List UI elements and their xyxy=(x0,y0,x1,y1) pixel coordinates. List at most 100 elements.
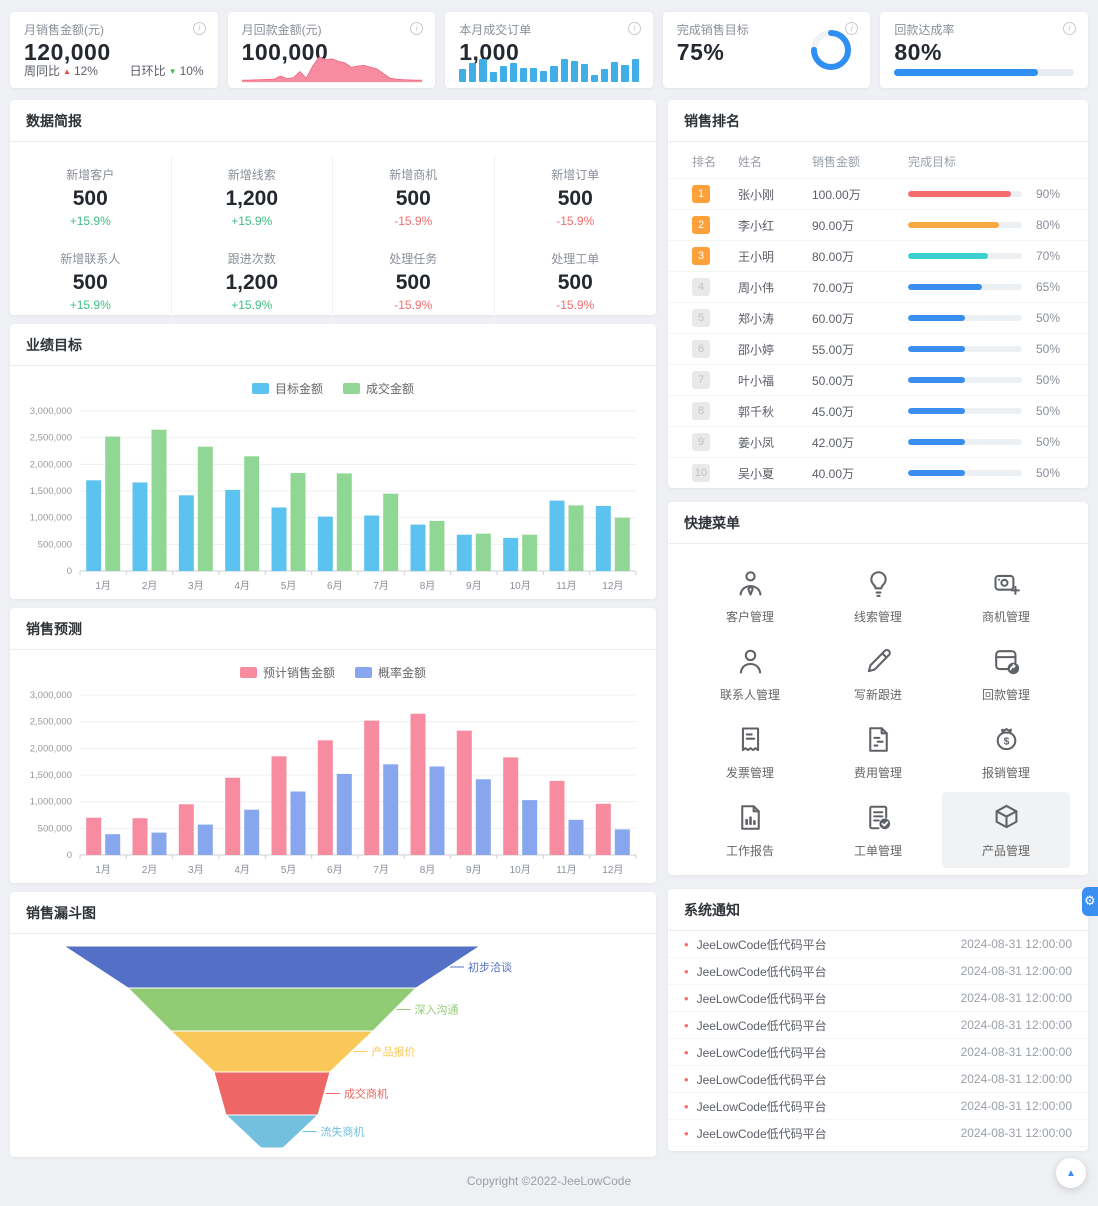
name-cell: 王小明 xyxy=(738,249,775,264)
stat-card-monthly-payment: 月回款金额(元) i 100,000 xyxy=(227,12,436,88)
list-item[interactable]: • JeeLowCode低代码平台 2024-08-31 12:00:00 xyxy=(668,1066,1088,1093)
info-icon[interactable]: i xyxy=(627,22,641,35)
stat-card-monthly-orders: 本月成交订单 i 1,000 xyxy=(445,12,653,88)
rank-badge: 1 xyxy=(692,185,710,203)
bar xyxy=(614,517,630,571)
legend-item[interactable]: 成交金额 xyxy=(343,380,414,397)
left-column: 数据简报 新增客户 500 +15.9% 新增线索 1,200 +15.9% 新增商机 500… xyxy=(10,100,656,1157)
name-cell: 邵小婷 xyxy=(738,342,775,357)
quick-menu-item-联系人管理[interactable]: 联系人管理 xyxy=(686,636,814,712)
dot-icon: • xyxy=(684,1098,689,1114)
brief-stat-新增客户: 新增客户 500 +15.9% xyxy=(10,156,172,240)
notice-time: 2024-08-31 12:00:00 xyxy=(960,1099,1072,1113)
info-icon[interactable]: i xyxy=(845,22,859,35)
x-tick-label: 5月 xyxy=(281,864,297,876)
legend-item[interactable]: 预计销售金额 xyxy=(239,664,335,681)
performance-legend: 目标金额 成交金额 xyxy=(10,380,656,397)
quick-menu-item-客户管理[interactable]: 客户管理 xyxy=(686,558,814,634)
percent-label: 50% xyxy=(1035,373,1060,387)
notice-time: 2024-08-31 12:00:00 xyxy=(960,1126,1072,1140)
bar xyxy=(317,516,333,571)
brief-label: 新增订单 xyxy=(551,168,600,182)
brief-label: 新增联系人 xyxy=(60,252,121,266)
mini-bar xyxy=(550,66,558,82)
theme-settings-button[interactable]: ⚙ xyxy=(1082,887,1098,916)
progress-track xyxy=(908,191,1022,197)
brief-value: 500 xyxy=(72,271,108,294)
stat-value: 100,000 xyxy=(241,39,329,65)
target-progress: 50% xyxy=(908,435,1060,449)
x-tick-label: 12月 xyxy=(602,580,623,592)
progress-fill xyxy=(908,377,965,383)
back-to-top-button[interactable]: ▲ xyxy=(1056,1158,1086,1188)
info-icon[interactable]: i xyxy=(192,22,206,35)
table-row: 5 郑小涛 60.00万 50% xyxy=(668,302,1088,333)
info-icon[interactable]: i xyxy=(1062,22,1076,35)
progress-track xyxy=(908,408,1022,414)
section-title: 销售排名 xyxy=(668,100,1088,142)
quick-menu-item-回款管理[interactable]: 回款管理 xyxy=(942,636,1070,712)
quick-menu-item-写新跟进[interactable]: 写新跟进 xyxy=(814,636,942,712)
notice-time: 2024-08-31 12:00:00 xyxy=(960,1018,1072,1032)
percent-label: 50% xyxy=(1035,466,1060,480)
quick-menu-item-工单管理[interactable]: 工单管理 xyxy=(814,792,942,868)
funnel-label: 初步洽谈 xyxy=(468,960,512,974)
performance-target-section: 业绩目标 目标金额 成交金额 0 500,000 1,000,000 1,500,000… xyxy=(10,324,656,599)
list-item[interactable]: • JeeLowCode低代码平台 2024-08-31 12:00:00 xyxy=(668,1093,1088,1120)
x-tick-label: 3月 xyxy=(188,580,204,592)
svg-text:$: $ xyxy=(1003,737,1009,748)
followup-icon xyxy=(862,645,895,678)
quick-menu-item-产品管理[interactable]: 产品管理 xyxy=(942,792,1070,868)
bar xyxy=(410,524,426,571)
quick-menu-section: 快捷菜单 客户管理 线索管理 商机管理 联系人管理 写新跟进 回款管理 发票管理 费用管理 $ 报… xyxy=(668,502,1088,875)
rank-badge: 3 xyxy=(692,247,710,265)
target-progress: 50% xyxy=(908,466,1060,480)
bar xyxy=(383,764,399,855)
list-item[interactable]: • JeeLowCode低代码平台 2024-08-31 12:00:00 xyxy=(668,1120,1088,1147)
bar xyxy=(151,429,167,571)
mini-bar xyxy=(580,64,589,82)
quick-menu-item-发票管理[interactable]: 发票管理 xyxy=(686,714,814,790)
mini-bar xyxy=(479,58,487,82)
donut-value xyxy=(811,30,852,70)
brief-delta: -15.9% xyxy=(556,298,595,312)
bar xyxy=(132,818,148,855)
quick-menu-label: 写新跟进 xyxy=(853,688,902,702)
list-item[interactable]: • JeeLowCode低代码平台 2024-08-31 12:00:00 xyxy=(668,931,1088,958)
brief-label: 新增商机 xyxy=(389,168,438,182)
quick-menu-item-线索管理[interactable]: 线索管理 xyxy=(814,558,942,634)
name-cell: 姜小凤 xyxy=(738,435,775,450)
brief-stat-新增线索: 新增线索 1,200 +15.9% xyxy=(172,156,333,240)
list-item[interactable]: • JeeLowCode低代码平台 2024-08-31 12:00:00 xyxy=(668,985,1088,1012)
list-item[interactable]: • JeeLowCode低代码平台 2024-08-31 12:00:00 xyxy=(668,958,1088,985)
col-name: 姓名 xyxy=(738,154,763,169)
name-cell: 周小伟 xyxy=(738,280,775,295)
list-item[interactable]: • JeeLowCode低代码平台 2024-08-31 12:00:00 xyxy=(668,1039,1088,1066)
amount-cell: 40.00万 xyxy=(812,466,855,481)
system-notice-section: 系统通知 • JeeLowCode低代码平台 2024-08-31 12:00:00… xyxy=(668,889,1088,1151)
quick-menu-item-工作报告[interactable]: 工作报告 xyxy=(686,792,814,868)
mini-bar xyxy=(520,67,528,82)
bar xyxy=(429,766,445,855)
list-item[interactable]: • JeeLowCode低代码平台 2024-08-31 12:00:00 xyxy=(668,1012,1088,1039)
funnel-stage xyxy=(224,1114,320,1149)
stat-title: 回款达成率 xyxy=(894,23,955,37)
rank-badge: 7 xyxy=(692,371,710,389)
target-progress: 90% xyxy=(908,187,1060,201)
quick-menu-item-报销管理[interactable]: $ 报销管理 xyxy=(942,714,1070,790)
x-tick-label: 11月 xyxy=(556,580,576,592)
progress-fill xyxy=(908,222,1000,228)
y-tick-label: 1,500,000 xyxy=(30,770,72,781)
quick-menu-item-商机管理[interactable]: 商机管理 xyxy=(942,558,1070,634)
stat-title: 完成销售目标 xyxy=(676,23,749,37)
sales-funnel-section: 销售漏斗图 初步洽谈 深入沟通 产品报价 成交商机 流失商机 xyxy=(10,892,656,1157)
legend-item[interactable]: 目标金额 xyxy=(251,380,323,397)
x-tick-label: 9月 xyxy=(466,864,482,876)
info-icon[interactable]: i xyxy=(410,22,424,35)
legend-swatch xyxy=(251,383,269,394)
x-tick-label: 6月 xyxy=(327,580,343,592)
legend-item[interactable]: 概率金额 xyxy=(355,664,426,681)
quick-menu-item-费用管理[interactable]: 费用管理 xyxy=(814,714,942,790)
table-row: 4 周小伟 70.00万 65% xyxy=(668,271,1088,302)
bar xyxy=(410,713,426,855)
